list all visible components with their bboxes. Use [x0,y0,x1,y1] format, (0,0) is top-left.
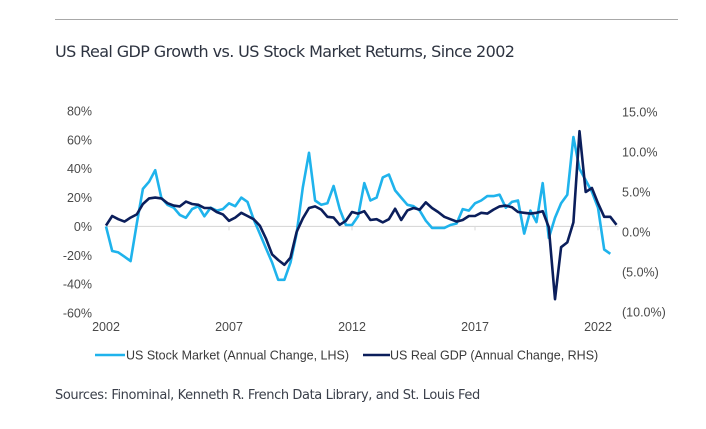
x-tick-label: 2017 [461,320,489,334]
left-y-tick-label: -20% [63,249,92,263]
legend-label-stock-market: US Stock Market (Annual Change, LHS) [126,349,349,363]
series-line-real-gdp [104,129,618,301]
left-y-tick-label: 40% [67,162,92,176]
x-tick-label: 2002 [92,320,120,334]
right-y-tick-label: 15.0% [622,106,657,120]
left-y-axis: 80% 60% 40% 20% 0% -20% -40% -60% [63,105,92,321]
right-y-axis: 15.0% 10.0% 5.0% 0.0% (5.0%) (10.0%) [622,106,666,320]
right-y-tick-label: (5.0%) [622,266,659,280]
x-tick-label: 2007 [215,320,243,334]
top-divider [55,19,678,20]
left-y-tick-label: 0% [74,220,92,234]
chart-title: US Real GDP Growth vs. US Stock Market R… [55,42,515,61]
legend: US Stock Market (Annual Change, LHS) US … [95,349,598,363]
left-y-tick-label: 60% [67,133,92,147]
legend-label-real-gdp: US Real GDP (Annual Change, RHS) [390,349,598,363]
left-y-tick-label: -60% [63,307,92,321]
chart-area: 80% 60% 40% 20% 0% -20% -40% -60% 15.0% 10.0% 5.0… [63,105,666,363]
right-y-tick-label: 10.0% [622,146,657,160]
right-y-tick-label: 0.0% [622,226,651,240]
series-points-stock-market [105,136,611,280]
sources-note: Sources: Finominal, Kenneth R. French Da… [55,388,480,403]
left-y-tick-label: -40% [63,278,92,292]
right-y-tick-label: 5.0% [622,186,651,200]
series-line-stock-market [104,135,612,282]
x-tick-label: 2022 [584,320,612,334]
x-tick-label: 2012 [338,320,366,334]
left-y-tick-label: 80% [67,105,92,119]
right-y-tick-label: (10.0%) [622,306,666,320]
left-y-tick-label: 20% [67,191,92,205]
x-axis: 2002 2007 2012 2017 2022 [92,320,612,334]
series-points-real-gdp [105,131,617,300]
